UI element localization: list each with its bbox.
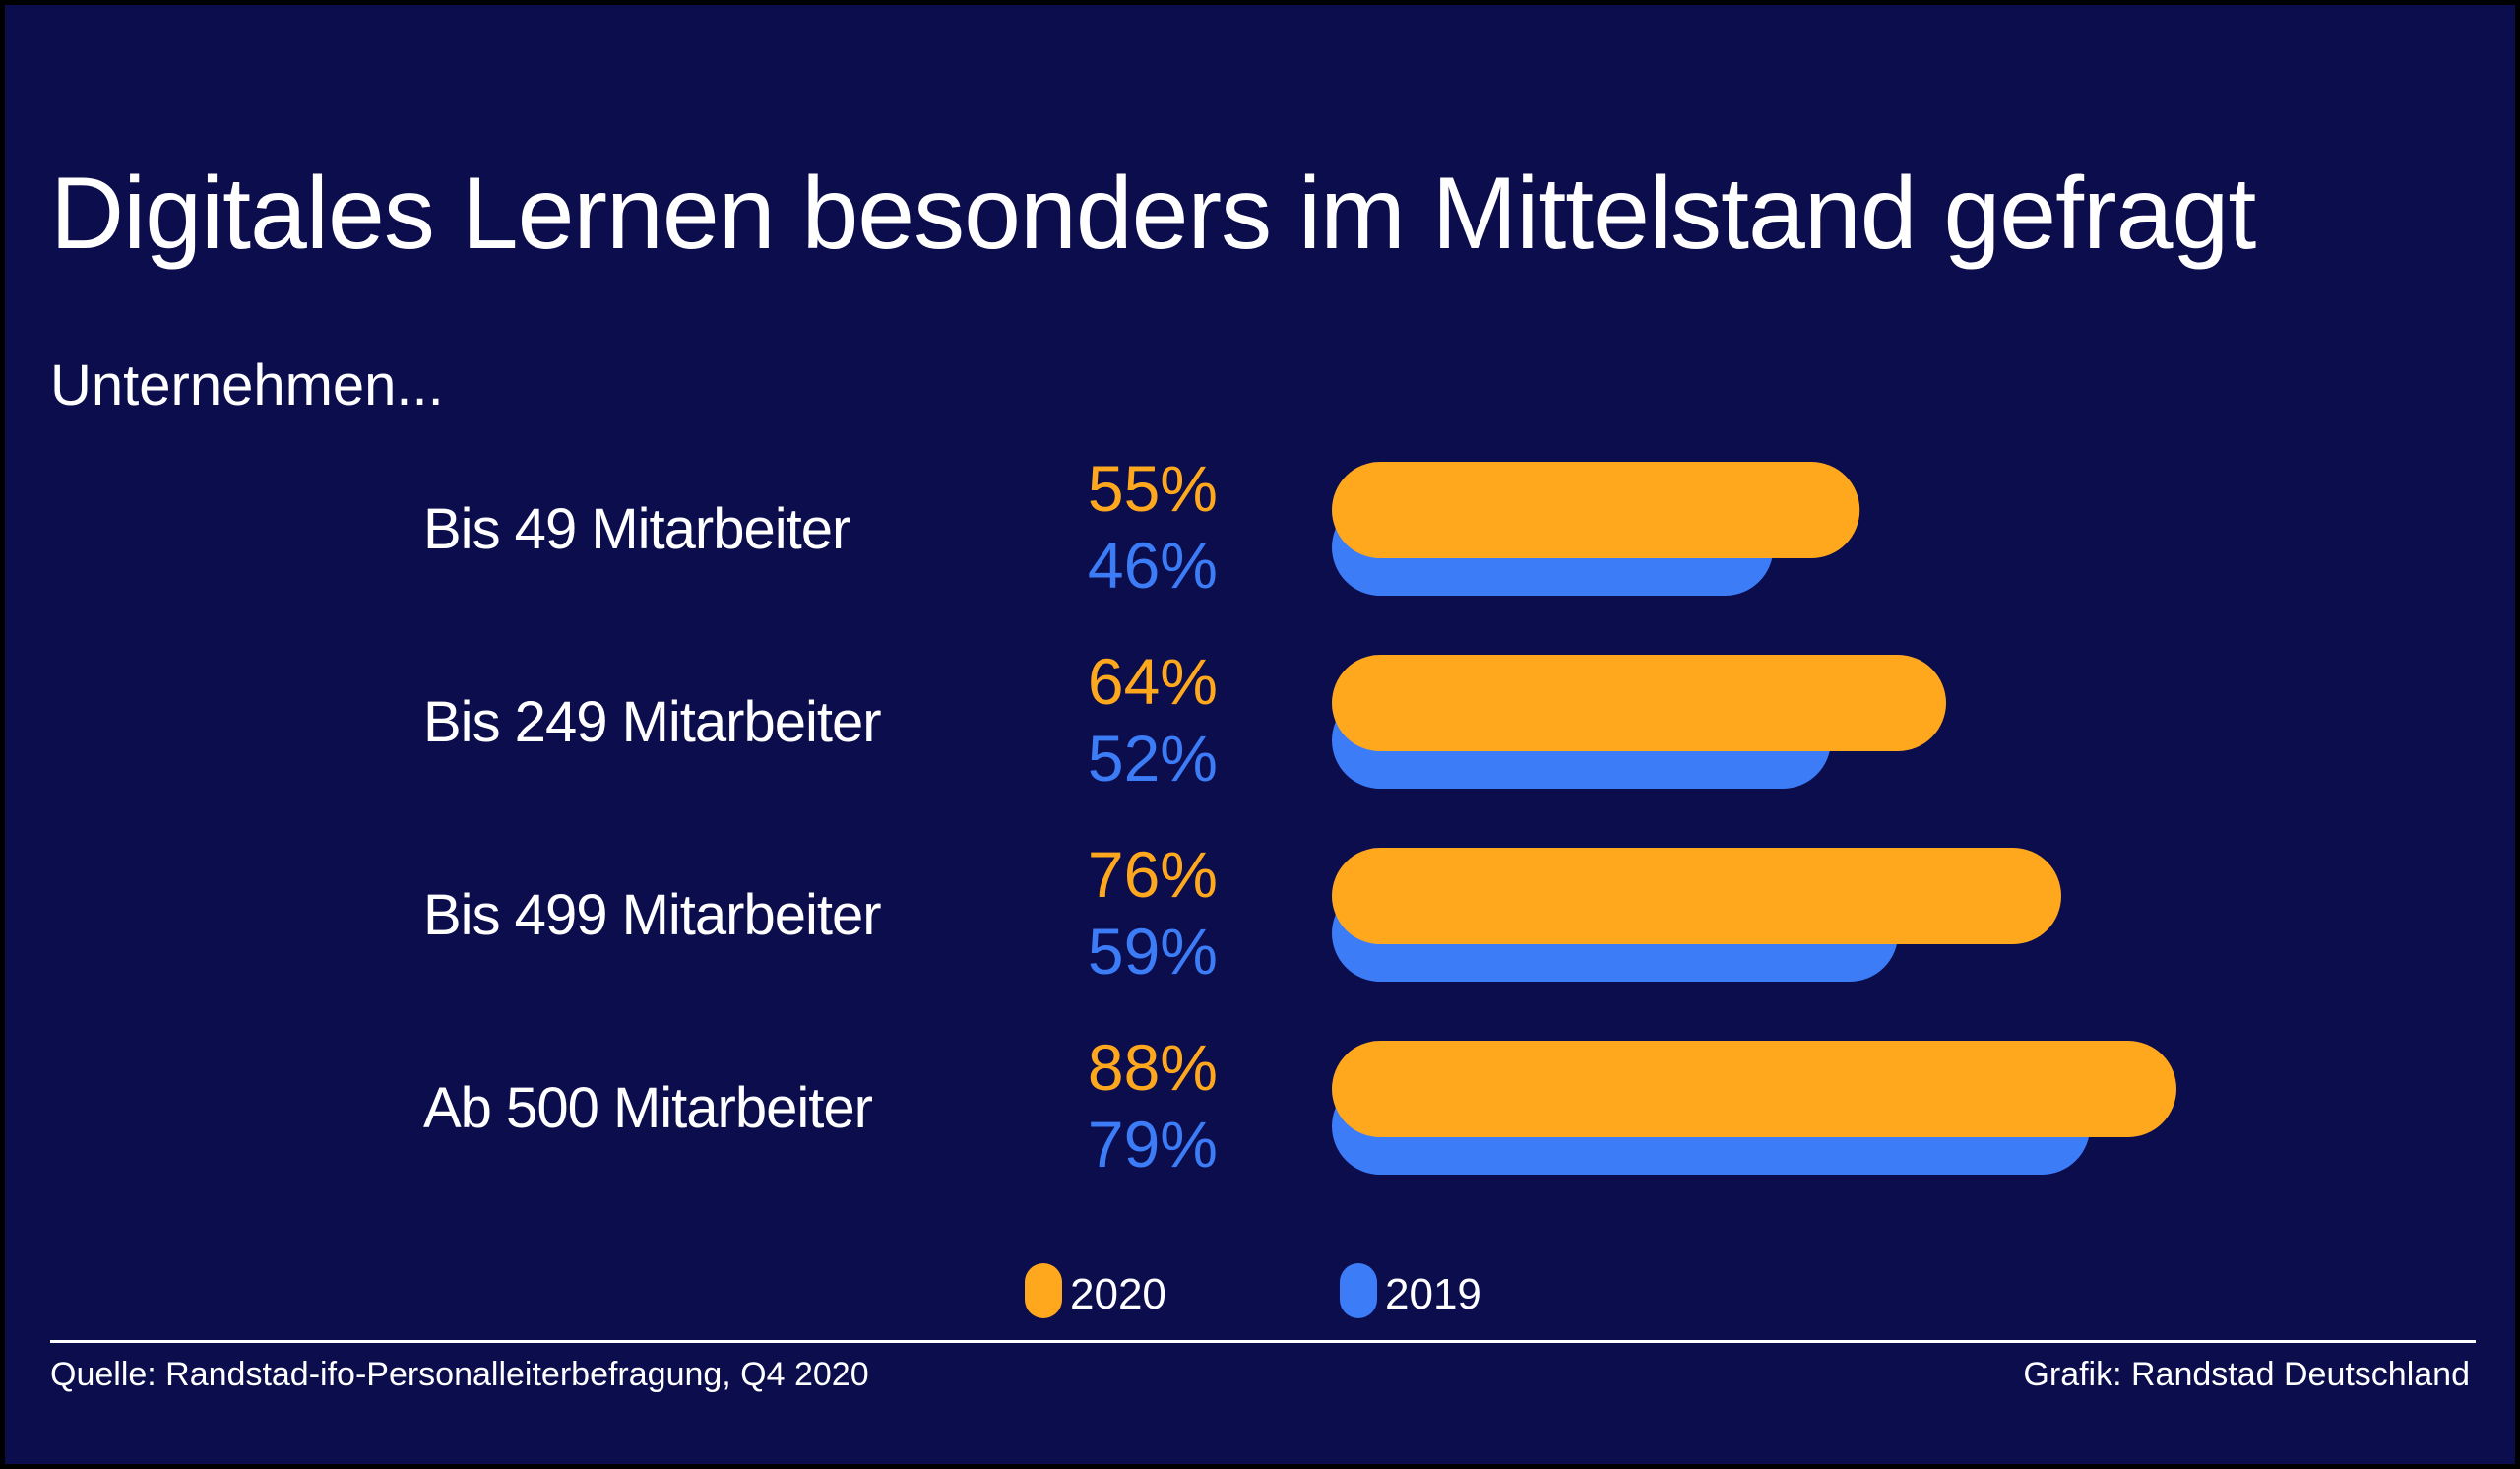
value-label-2020: 88% [1088, 1031, 1218, 1104]
footer-divider [50, 1340, 2476, 1343]
legend-item-2019: 2019 [1340, 1263, 1481, 1318]
bars-layer: Bis 49 Mitarbeiter 55%46% Bis 249 Mitarbei… [423, 452, 2176, 1181]
value-label-2020: 76% [1088, 838, 1218, 911]
legend-label: 2019 [1385, 1270, 1481, 1318]
legend-swatch [1340, 1263, 1377, 1318]
value-label-2019: 59% [1088, 915, 1218, 988]
bar-group: Ab 500 Mitarbeiter 88%79% [423, 1031, 2176, 1181]
value-label-2019: 52% [1088, 722, 1218, 795]
value-label-2019: 79% [1088, 1108, 1218, 1181]
bar-group: Bis 249 Mitarbeiter 64%52% [423, 645, 1946, 795]
legend-item-2020: 2020 [1025, 1263, 1166, 1318]
bar-2020 [1332, 1041, 2176, 1137]
bar-group: Bis 499 Mitarbeiter 76%59% [423, 838, 2061, 988]
category-label: Bis 249 Mitarbeiter [423, 690, 881, 754]
legend-swatch [1025, 1263, 1062, 1318]
value-label-2019: 46% [1088, 529, 1218, 602]
chart-title: Digitales Lernen besonders im Mittelstan… [50, 157, 2256, 271]
category-label: Bis 49 Mitarbeiter [423, 497, 850, 561]
category-label: Ab 500 Mitarbeiter [423, 1076, 873, 1140]
value-label-2020: 55% [1088, 452, 1218, 525]
bar-2020 [1332, 462, 1860, 558]
category-label: Bis 499 Mitarbeiter [423, 883, 881, 947]
bar-2020 [1332, 655, 1946, 751]
source-note: Quelle: Randstad-ifo-Personalleiterbefra… [50, 1356, 869, 1393]
bar-group: Bis 49 Mitarbeiter 55%46% [423, 452, 1860, 602]
bar-2020 [1332, 848, 2061, 944]
legend-label: 2020 [1070, 1270, 1166, 1318]
value-label-2020: 64% [1088, 645, 1218, 718]
chart-legend: 2020 2019 [1025, 1263, 1481, 1318]
graphic-credit: Grafik: Randstad Deutschland [2023, 1356, 2470, 1393]
chart-subtitle: Unternehmen... [50, 353, 444, 417]
bar-chart: Bis 49 Mitarbeiter 55%46% Bis 249 Mitarbei… [423, 452, 2176, 1318]
